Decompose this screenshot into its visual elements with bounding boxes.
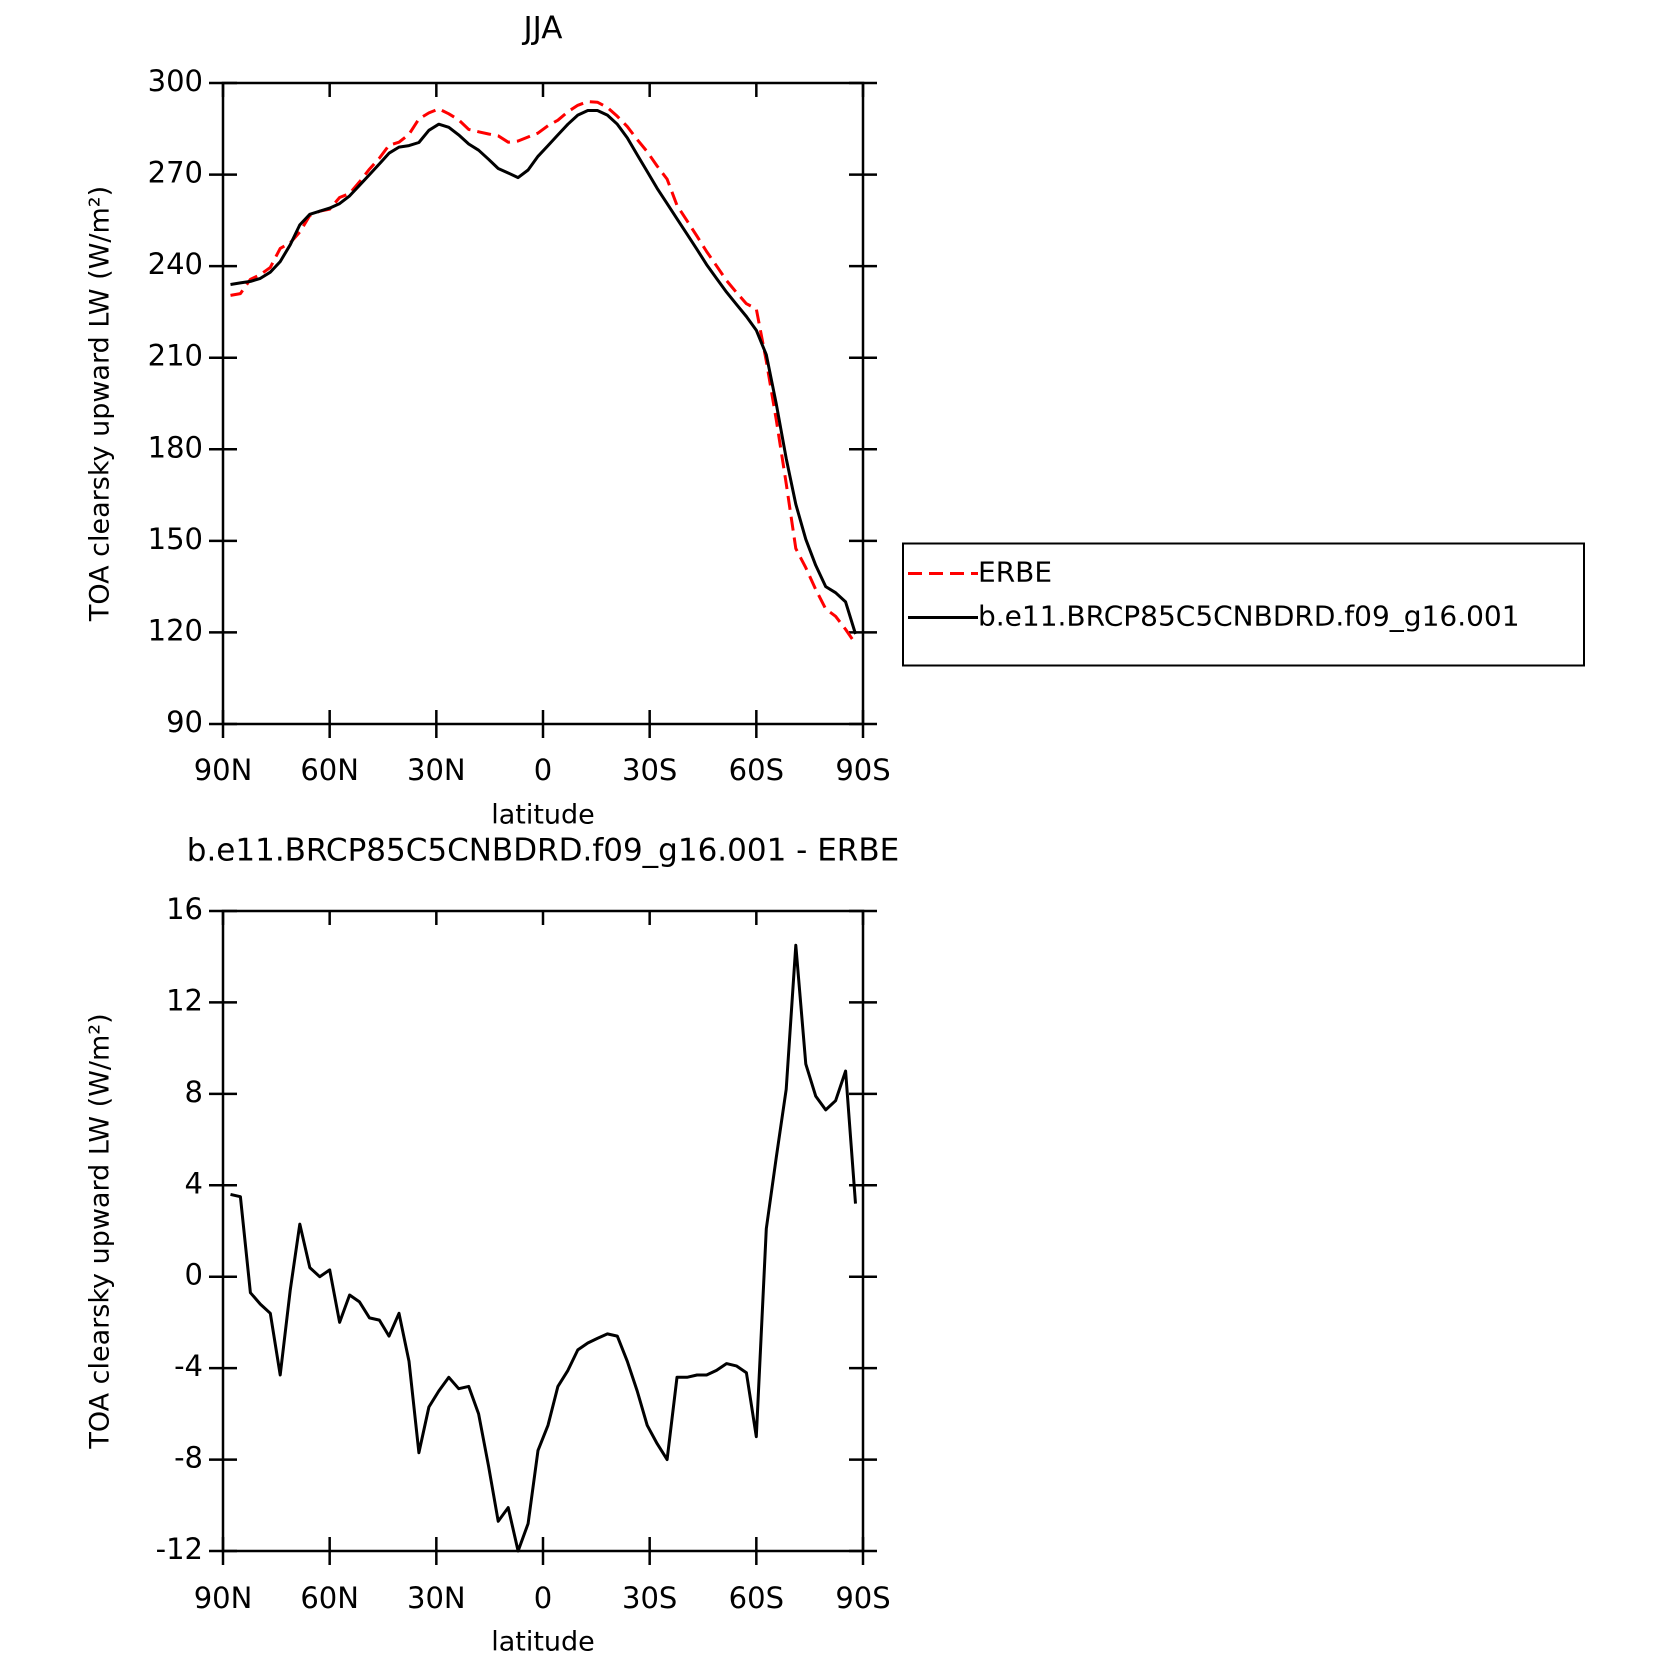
legend-box — [902, 542, 1585, 667]
y-tick-label: 0 — [185, 1258, 203, 1292]
chart-title: JJA — [522, 11, 563, 47]
x-tick-label: 60S — [729, 753, 784, 787]
y-tick-label: 240 — [148, 247, 203, 281]
y-tick-label: 90 — [166, 705, 203, 739]
x-axis-label: latitude — [491, 800, 595, 831]
y-tick-label: 300 — [148, 64, 203, 98]
y-tick-label: -8 — [174, 1441, 203, 1475]
y-tick-label: 12 — [166, 983, 203, 1017]
y-tick-label: 270 — [148, 156, 203, 190]
x-tick-label: 0 — [534, 753, 552, 787]
y-tick-label: 180 — [148, 430, 203, 464]
y-tick-label: 4 — [185, 1166, 203, 1200]
data-line — [230, 943, 857, 1553]
x-tick-label: 30S — [622, 753, 677, 787]
y-tick-label: 210 — [148, 339, 203, 373]
y-tick-label: 8 — [185, 1075, 203, 1109]
data-line — [230, 100, 857, 645]
x-tick-label: 90S — [835, 753, 890, 787]
x-tick-label: 30N — [407, 1581, 466, 1615]
legend-label: b.e11.BRCP85C5CNBDRD.f09_g16.001 — [978, 600, 1520, 633]
x-tick-label: 90N — [194, 1581, 253, 1615]
y-tick-label: 16 — [166, 892, 203, 926]
x-tick-label: 60N — [300, 753, 359, 787]
x-tick-label: 90S — [835, 1581, 890, 1615]
chart-title: b.e11.BRCP85C5CNBDRD.f09_g16.001 - ERBE — [187, 833, 899, 869]
x-tick-label: 30S — [622, 1581, 677, 1615]
legend-label: ERBE — [978, 556, 1052, 589]
y-tick-label: 150 — [148, 522, 203, 556]
x-tick-label: 0 — [534, 1581, 552, 1615]
y-tick-label: -12 — [156, 1532, 203, 1566]
x-tick-label: 60N — [300, 1581, 359, 1615]
x-tick-label: 90N — [194, 753, 253, 787]
x-tick-label: 60S — [729, 1581, 784, 1615]
y-tick-label: 120 — [148, 613, 203, 647]
data-line — [230, 109, 857, 635]
plot-frame — [221, 81, 865, 726]
y-axis-label: TOA clearsky upward LW (W/m²) — [85, 186, 116, 622]
y-axis-label: TOA clearsky upward LW (W/m²) — [85, 1013, 116, 1449]
x-tick-label: 30N — [407, 753, 466, 787]
x-axis-label: latitude — [491, 1627, 595, 1658]
y-tick-label: -4 — [174, 1349, 203, 1383]
